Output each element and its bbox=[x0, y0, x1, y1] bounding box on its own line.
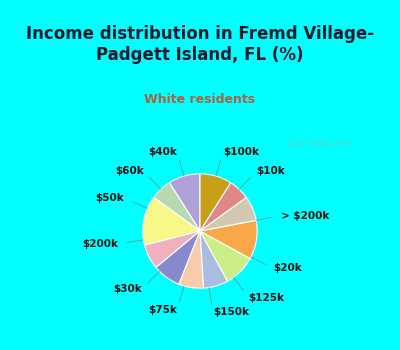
Text: $150k: $150k bbox=[213, 308, 249, 317]
Text: > $200k: > $200k bbox=[281, 211, 330, 220]
Text: $20k: $20k bbox=[274, 264, 302, 273]
Wedge shape bbox=[154, 183, 200, 231]
Text: $40k: $40k bbox=[148, 147, 177, 157]
Wedge shape bbox=[200, 231, 250, 281]
Text: $75k: $75k bbox=[148, 305, 177, 315]
Text: $125k: $125k bbox=[248, 293, 284, 303]
Text: Income distribution in Fremd Village-
Padgett Island, FL (%): Income distribution in Fremd Village- Pa… bbox=[26, 26, 374, 64]
Wedge shape bbox=[156, 231, 200, 284]
Text: $100k: $100k bbox=[223, 147, 259, 157]
Wedge shape bbox=[200, 231, 228, 288]
Wedge shape bbox=[200, 183, 246, 231]
Wedge shape bbox=[169, 174, 200, 231]
Text: City-Data.com: City-Data.com bbox=[288, 139, 353, 148]
Wedge shape bbox=[144, 231, 200, 267]
Wedge shape bbox=[200, 174, 231, 231]
Text: $50k: $50k bbox=[96, 193, 124, 203]
Text: $60k: $60k bbox=[115, 166, 144, 176]
Wedge shape bbox=[200, 197, 256, 231]
Wedge shape bbox=[200, 220, 257, 259]
Text: White residents: White residents bbox=[144, 93, 256, 106]
Text: $200k: $200k bbox=[82, 239, 118, 249]
Wedge shape bbox=[143, 197, 200, 245]
Text: $10k: $10k bbox=[256, 166, 285, 176]
Text: $30k: $30k bbox=[113, 284, 142, 294]
Wedge shape bbox=[179, 231, 204, 288]
